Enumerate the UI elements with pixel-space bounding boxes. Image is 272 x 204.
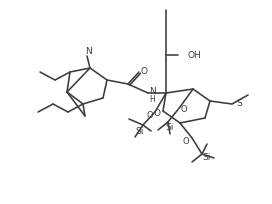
Text: S: S xyxy=(236,99,242,108)
Text: H: H xyxy=(149,94,155,103)
Text: N: N xyxy=(85,48,91,57)
Text: O: O xyxy=(183,136,189,145)
Text: Si: Si xyxy=(203,153,211,163)
Text: Si: Si xyxy=(166,122,174,132)
Text: N: N xyxy=(149,86,155,95)
Text: O: O xyxy=(147,112,153,121)
Text: O: O xyxy=(153,109,160,118)
Text: OH: OH xyxy=(187,51,201,60)
Text: Si: Si xyxy=(136,126,144,135)
Text: O: O xyxy=(181,105,187,114)
Text: O: O xyxy=(141,67,147,75)
